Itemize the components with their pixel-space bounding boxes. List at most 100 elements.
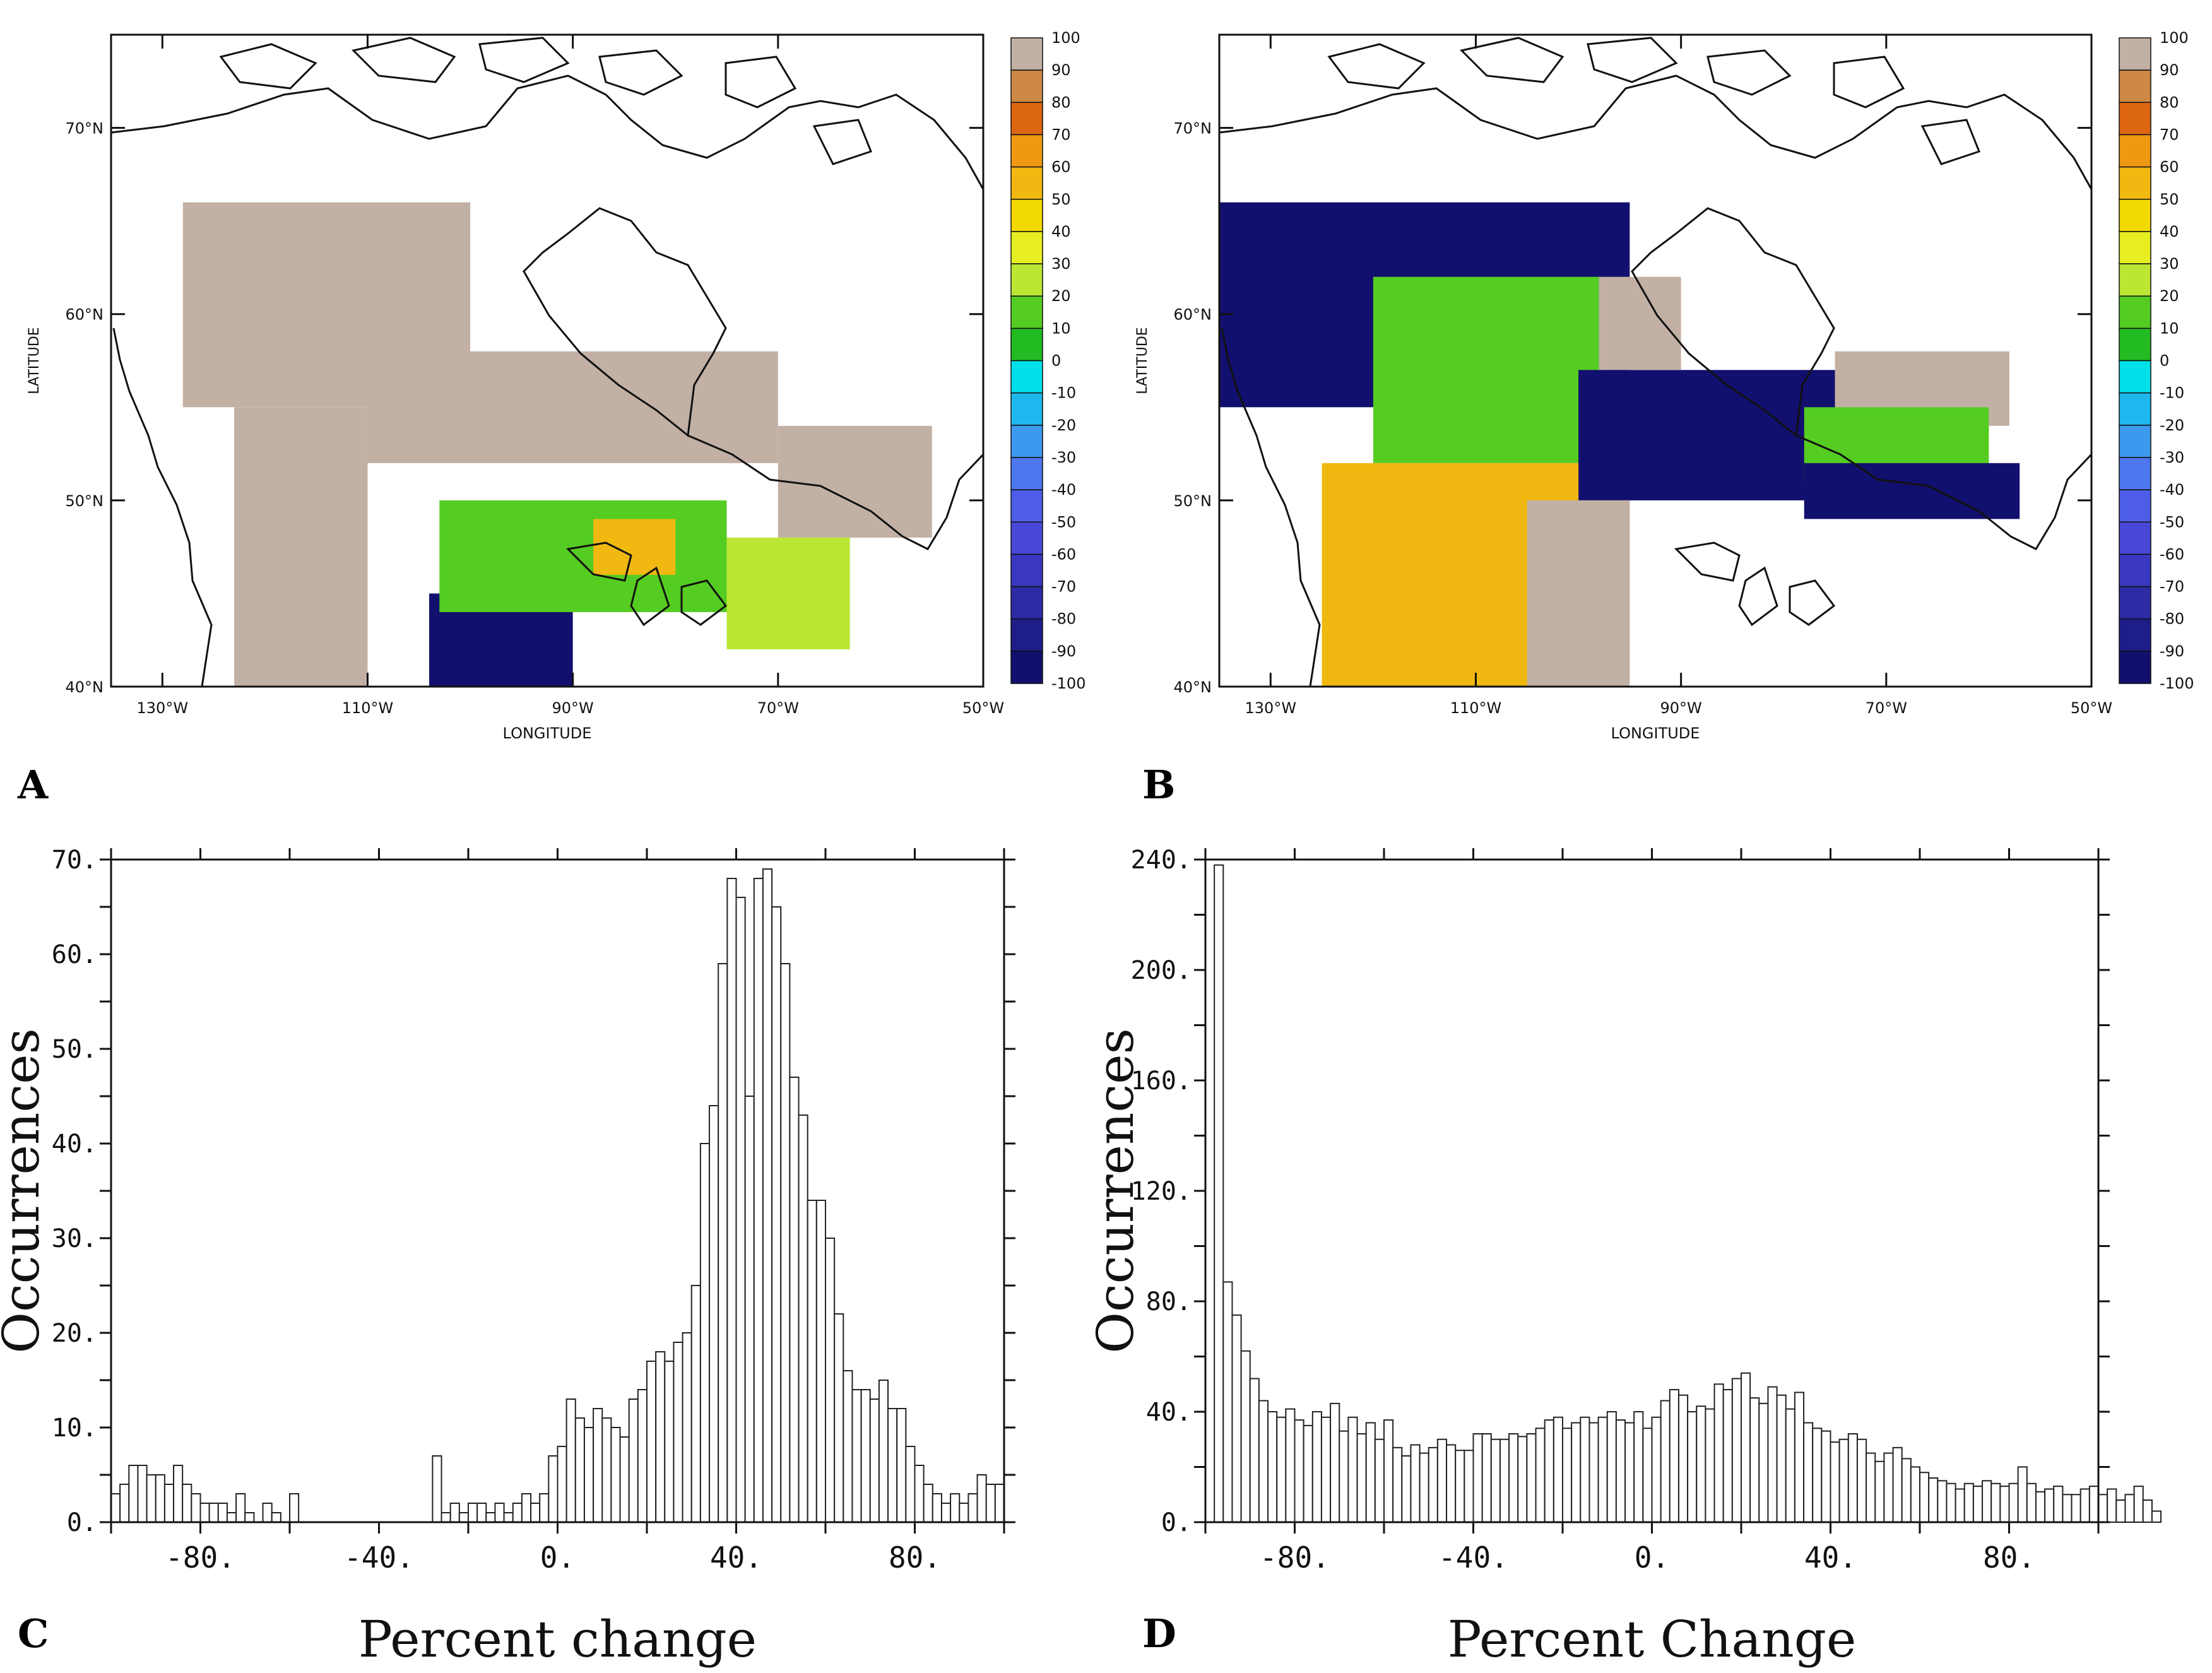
colorbar-a-swatch <box>1010 134 1043 168</box>
hist-c-bar <box>762 868 773 1523</box>
map-a-region-3 <box>778 425 932 538</box>
hist-c-bar <box>476 1503 487 1523</box>
colorbar-b-swatch <box>2119 392 2151 426</box>
map-b-ytick-label: 50°N <box>1174 492 1212 510</box>
hist-c-bar <box>834 1313 844 1523</box>
colorbar-b-swatch <box>2119 457 2151 490</box>
colorbar-a-label: -70 <box>1051 578 1076 596</box>
map-b-xlabel: LONGITUDE <box>1611 724 1700 742</box>
hist-d-bar <box>1472 1433 1483 1523</box>
hist-c-bar <box>699 1143 711 1523</box>
colorbar-a-label: -60 <box>1051 545 1076 563</box>
colorbar-a-swatch <box>1010 199 1043 232</box>
hist-d-bar <box>1294 1419 1304 1523</box>
colorbar-a-label: 80 <box>1051 93 1071 111</box>
colorbar-a-label: -30 <box>1051 449 1076 466</box>
hist-c-ytick-label: 30. <box>52 1224 97 1253</box>
hist-d-bar <box>1526 1433 1537 1523</box>
colorbar-b-swatch <box>2119 134 2151 168</box>
hist-c-bar <box>878 1380 889 1523</box>
hist-d-bar <box>2071 1494 2081 1523</box>
hist-d-bar <box>1910 1466 1921 1523</box>
hist-d-bar <box>1571 1422 1582 1523</box>
hist-d-bar <box>1553 1416 1564 1523</box>
colorbar-b-swatch <box>2119 263 2151 297</box>
hist-d-bar <box>1731 1378 1742 1523</box>
hist-c-bar <box>119 1484 130 1523</box>
map-b-coast-east <box>1795 434 2093 550</box>
map-a-xtick-label: 110°W <box>342 699 394 717</box>
hist-c-ytick-label: 70. <box>52 846 97 875</box>
hist-c-bar <box>967 1493 978 1523</box>
hist-c-bar <box>744 1096 755 1523</box>
colorbar-a-label: -40 <box>1051 481 1076 499</box>
hist-d-bar <box>1919 1472 1930 1523</box>
colorbar-b-label: -70 <box>2160 578 2184 596</box>
hist-d-bar <box>1588 1422 1599 1523</box>
hist-c-ytick-label: 60. <box>52 940 97 969</box>
hist-c-bar <box>664 1361 675 1523</box>
colorbar-a-swatch <box>1010 166 1043 200</box>
hist-c-bar <box>673 1342 683 1523</box>
hist-d-ylabel: Occurrences <box>1086 1028 1145 1353</box>
hist-c-bar <box>985 1484 996 1523</box>
hist-c-bar <box>825 1238 836 1523</box>
colorbar-b-swatch <box>2119 618 2151 652</box>
map-b-region-1 <box>1373 276 1599 463</box>
hist-c-xlabel: Percent change <box>358 1610 757 1669</box>
hist-d-bar <box>1883 1452 1894 1523</box>
hist-c-bar <box>217 1503 228 1523</box>
hist-c-bar <box>655 1351 666 1523</box>
colorbar-b-swatch <box>2119 425 2151 458</box>
hist-c-bar <box>468 1503 478 1523</box>
hist-c-bar <box>539 1493 550 1523</box>
colorbar-a-swatch <box>1010 392 1043 426</box>
hist-c-bar <box>557 1446 567 1523</box>
hist-c-bar <box>976 1474 987 1523</box>
map-b-xtick-label: 130°W <box>1245 699 1297 717</box>
hist-c-bar <box>244 1512 255 1523</box>
hist-d-bar <box>1428 1446 1438 1523</box>
hist-c-bar <box>914 1465 925 1523</box>
hist-d-bar <box>1937 1480 1948 1523</box>
panel-letter-c: C <box>18 1611 49 1657</box>
map-b-ytick-label: 60°N <box>1174 306 1212 324</box>
colorbar-a-swatch <box>1010 618 1043 652</box>
hist-d-bar <box>1401 1455 1412 1523</box>
hist-d-bar <box>1222 1281 1233 1523</box>
hist-c-bar <box>441 1512 451 1523</box>
hist-c-bar <box>959 1503 969 1523</box>
hist-c-ytick-label: 10. <box>52 1414 97 1443</box>
hist-c-bar <box>199 1503 210 1523</box>
colorbar-b-label: -80 <box>2160 610 2184 628</box>
colorbar-b-label: -10 <box>2160 384 2184 402</box>
hist-d-bar <box>1901 1458 1912 1523</box>
hist-d-bar <box>2107 1488 2117 1523</box>
colorbar-b-swatch <box>2119 651 2151 684</box>
hist-c-bar <box>994 1484 1005 1523</box>
colorbar-a-swatch <box>1010 521 1043 555</box>
map-a-region-6 <box>593 519 676 575</box>
hist-c-bar <box>485 1512 496 1523</box>
hist-d-bar <box>2115 1499 2126 1523</box>
colorbar-b-swatch <box>2119 37 2151 71</box>
hist-d-xlabel: Percent Change <box>1448 1610 1857 1669</box>
hist-d-bar <box>1999 1486 2010 1523</box>
map-b-colorbar: 1009080706050403020100-10-20-30-40-50-60… <box>2119 29 2194 692</box>
colorbar-a-label: -20 <box>1051 417 1076 434</box>
hist-c-bar <box>628 1398 639 1523</box>
hist-d-bar <box>1785 1408 1795 1523</box>
colorbar-a-label: -100 <box>1051 675 1085 692</box>
map-a-colorbar: 1009080706050403020100-10-20-30-40-50-60… <box>1010 29 1085 692</box>
map-b-ytick-label: 40°N <box>1174 678 1212 696</box>
map-b-coastlines <box>1219 37 2093 687</box>
hist-d-bar <box>2133 1486 2144 1523</box>
panel-letter-a: A <box>17 762 49 808</box>
panel-letter-b: B <box>1142 762 1175 808</box>
hist-c-bar <box>146 1474 157 1523</box>
hist-c-bar <box>548 1455 559 1523</box>
colorbar-b-swatch <box>2119 489 2151 523</box>
hist-d-bar <box>1767 1386 1778 1523</box>
hist-c-bar <box>503 1512 514 1523</box>
